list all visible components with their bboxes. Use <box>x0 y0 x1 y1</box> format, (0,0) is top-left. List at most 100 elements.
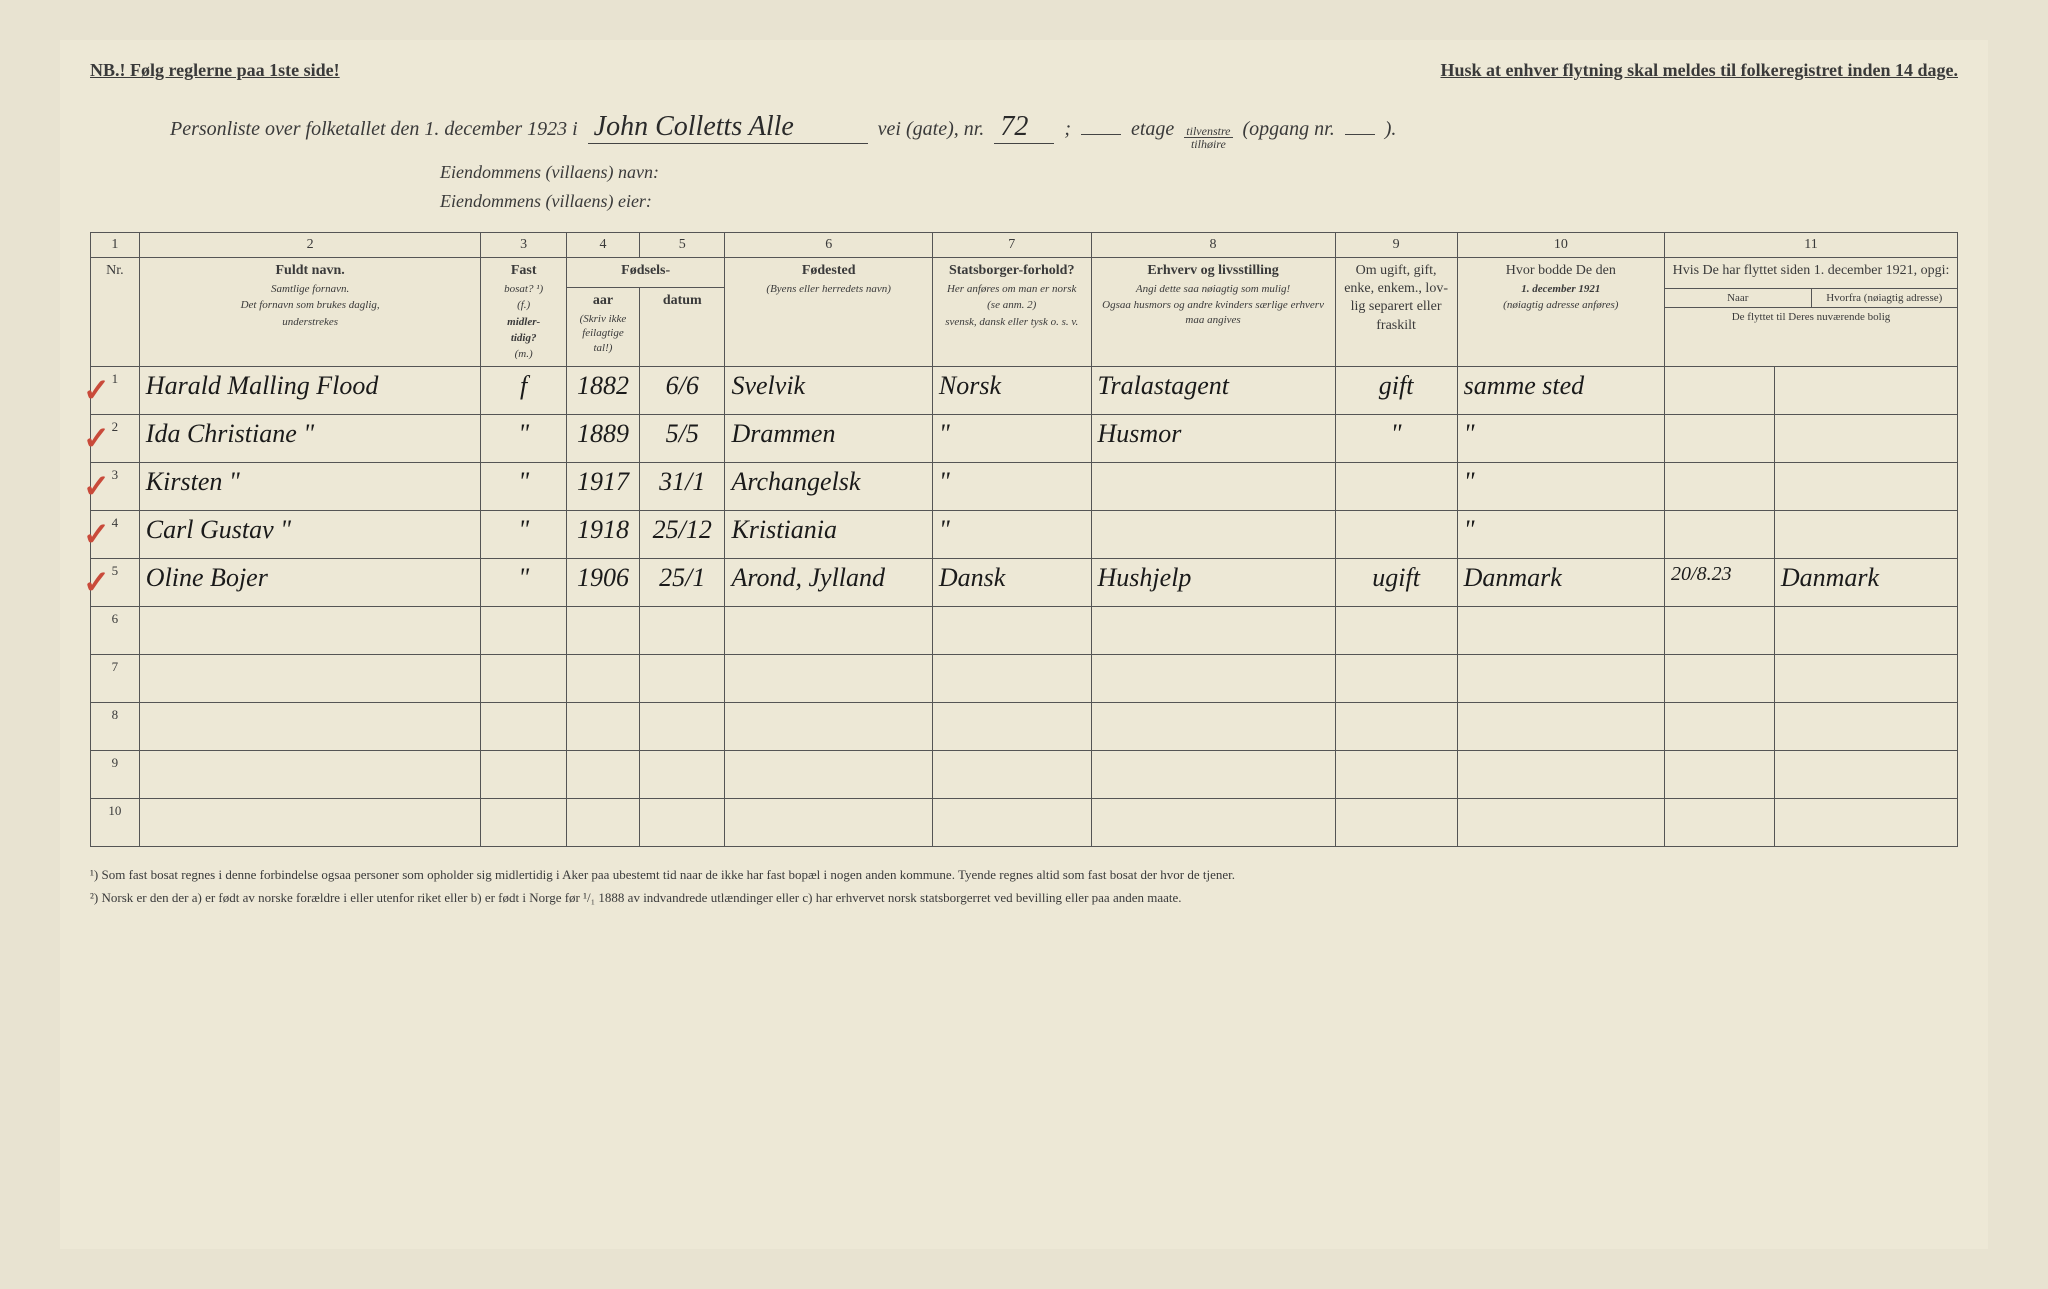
table-row: 9 <box>91 750 1958 798</box>
cell-erhverv <box>1091 510 1335 558</box>
cell-nr: 9 <box>91 750 140 798</box>
checkmark-icon: ✓ <box>83 371 110 409</box>
cell-stat: Norsk <box>932 366 1091 414</box>
opgang-blank <box>1345 134 1375 135</box>
cell-naar <box>1665 510 1775 558</box>
colnum-11: 11 <box>1665 233 1958 258</box>
cell-hvorfra <box>1774 462 1957 510</box>
cell-nr: 10 <box>91 798 140 846</box>
colnum-7: 7 <box>932 233 1091 258</box>
census-table: 1 2 3 4 5 6 7 8 9 10 11 Nr. Fuldt navn. … <box>90 232 1958 847</box>
cell-fast: " <box>481 414 566 462</box>
cell-hvorfra <box>1774 366 1957 414</box>
cell-aar <box>566 606 639 654</box>
header-right: Husk at enhver flytning skal meldes til … <box>1440 60 1958 81</box>
cell-fodested <box>725 798 932 846</box>
cell-gift <box>1335 510 1457 558</box>
cell-name <box>139 654 481 702</box>
checkmark-icon: ✓ <box>83 515 110 553</box>
etage-label: etage <box>1131 118 1174 141</box>
cell-bodde: Danmark <box>1457 558 1664 606</box>
footnotes: ¹) Som fast bosat regnes i denne forbind… <box>90 865 1958 908</box>
cell-gift <box>1335 654 1457 702</box>
cell-fodested <box>725 750 932 798</box>
cell-hvorfra <box>1774 702 1957 750</box>
cell-nr: 8 <box>91 702 140 750</box>
cell-aar: 1906 <box>566 558 639 606</box>
checkmark-icon: ✓ <box>83 419 110 457</box>
cell-naar <box>1665 654 1775 702</box>
cell-nr: 7 <box>91 654 140 702</box>
cell-fodested <box>725 702 932 750</box>
col-fast: Fast bosat? ¹) (f.) midler- tidig? (m.) <box>481 258 566 367</box>
title-line: Personliste over folketallet den 1. dece… <box>90 111 1958 150</box>
cell-nr: ✓ 1 <box>91 366 140 414</box>
cell-stat <box>932 606 1091 654</box>
cell-gift <box>1335 702 1457 750</box>
cell-aar: 1882 <box>566 366 639 414</box>
cell-bodde <box>1457 606 1664 654</box>
cell-datum <box>640 798 725 846</box>
table-row: ✓ 4 Carl Gustav " " 1918 25/12 Kristiani… <box>91 510 1958 558</box>
cell-nr: 6 <box>91 606 140 654</box>
cell-stat: Dansk <box>932 558 1091 606</box>
cell-hvorfra <box>1774 654 1957 702</box>
header-row: NB.! Følg reglerne paa 1ste side! Husk a… <box>90 60 1958 81</box>
table-row: 6 <box>91 606 1958 654</box>
table-row: ✓ 3 Kirsten " " 1917 31/1 Archangelsk " … <box>91 462 1958 510</box>
cell-bodde: " <box>1457 414 1664 462</box>
cell-hvorfra <box>1774 606 1957 654</box>
cell-fodested: Svelvik <box>725 366 932 414</box>
cell-stat <box>932 798 1091 846</box>
cell-aar: 1918 <box>566 510 639 558</box>
cell-hvorfra <box>1774 510 1957 558</box>
title-prefix: Personliste over folketallet den 1. dece… <box>170 118 578 141</box>
table-row: 7 <box>91 654 1958 702</box>
cell-bodde <box>1457 798 1664 846</box>
table-row: 8 <box>91 702 1958 750</box>
etage-blank <box>1081 134 1121 135</box>
cell-stat <box>932 750 1091 798</box>
cell-erhverv <box>1091 750 1335 798</box>
cell-stat: " <box>932 462 1091 510</box>
cell-naar <box>1665 750 1775 798</box>
cell-erhverv: Hushjelp <box>1091 558 1335 606</box>
cell-hvorfra <box>1774 798 1957 846</box>
street-name: John Colletts Alle <box>588 111 868 144</box>
cell-hvorfra <box>1774 414 1957 462</box>
colnum-4: 4 <box>566 233 639 258</box>
column-header-row: Nr. Fuldt navn. Samtlige fornavn. Det fo… <box>91 258 1958 288</box>
cell-fast: " <box>481 510 566 558</box>
checkmark-icon: ✓ <box>83 563 110 601</box>
cell-datum: 5/5 <box>640 414 725 462</box>
cell-stat: " <box>932 414 1091 462</box>
cell-gift <box>1335 750 1457 798</box>
table-row: ✓ 1 Harald Malling Flood f 1882 6/6 Svel… <box>91 366 1958 414</box>
cell-datum <box>640 702 725 750</box>
cell-fodested <box>725 654 932 702</box>
census-page: NB.! Følg reglerne paa 1ste side! Husk a… <box>60 40 1988 1249</box>
census-body: ✓ 1 Harald Malling Flood f 1882 6/6 Svel… <box>91 366 1958 846</box>
cell-bodde: " <box>1457 510 1664 558</box>
colnum-3: 3 <box>481 233 566 258</box>
col-flyttet: Hvis De har flyttet siden 1. december 19… <box>1665 258 1958 367</box>
cell-erhverv <box>1091 798 1335 846</box>
cell-name: Oline Bojer <box>139 558 481 606</box>
cell-fast <box>481 750 566 798</box>
cell-datum: 25/12 <box>640 510 725 558</box>
colnum-6: 6 <box>725 233 932 258</box>
villa-name-line: Eiendommens (villaens) navn: <box>90 162 1958 183</box>
cell-bodde <box>1457 750 1664 798</box>
col-statsborger: Statsborger-forhold? Her anføres om man … <box>932 258 1091 367</box>
col-gift: Om ugift, gift, enke, enkem., lov-lig se… <box>1335 258 1457 367</box>
cell-aar <box>566 750 639 798</box>
cell-fodested: Archangelsk <box>725 462 932 510</box>
cell-erhverv: Husmor <box>1091 414 1335 462</box>
cell-nr: ✓ 4 <box>91 510 140 558</box>
cell-fodested <box>725 606 932 654</box>
table-row: 10 <box>91 798 1958 846</box>
col-aar: aar (Skriv ikke feilagtige tal!) <box>566 287 639 366</box>
cell-erhverv <box>1091 654 1335 702</box>
cell-erhverv <box>1091 462 1335 510</box>
colnum-5: 5 <box>640 233 725 258</box>
